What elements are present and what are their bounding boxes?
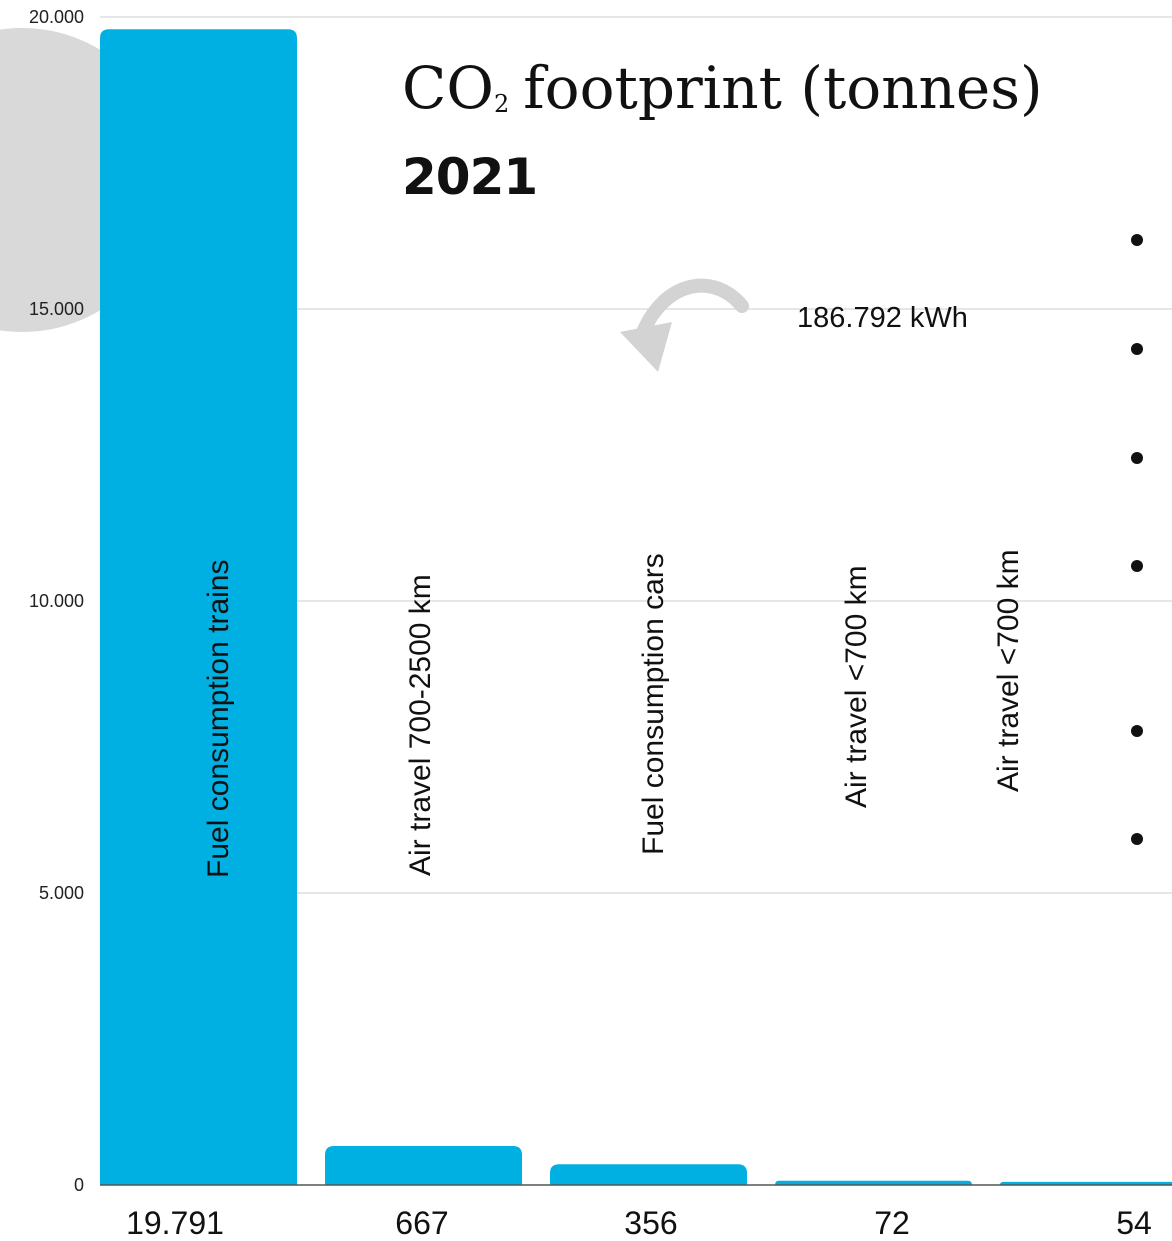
value-label: 72	[874, 1205, 910, 1241]
y-tick-label: 15.000	[29, 299, 84, 319]
curved-arrow-icon	[620, 278, 749, 372]
category-labels: Fuel consumption trains Air travel 700-25…	[202, 549, 1025, 878]
bullet-dot	[1131, 560, 1143, 572]
category-label: Air travel 700-2500 km	[404, 574, 437, 876]
bar	[325, 1146, 522, 1185]
bullet-points	[1131, 234, 1143, 845]
y-tick-label: 10.000	[29, 591, 84, 611]
title-year: 2021	[402, 148, 538, 206]
value-labels: 19.791 667 356 72 54	[126, 1205, 1152, 1241]
title-rest: footprint (tonnes)	[523, 54, 1043, 122]
title-line: CO2 footprint (tonnes)	[402, 50, 1043, 142]
bar	[775, 1180, 972, 1185]
bars	[100, 29, 1172, 1186]
title-subscript: 2	[493, 90, 510, 118]
y-axis-tick-labels: 0 5.000 10.000 15.000 20.000	[29, 7, 84, 1195]
category-label: Fuel consumption cars	[637, 553, 670, 855]
annotation-kwh: 186.792 kWh	[797, 302, 968, 334]
value-label: 19.791	[126, 1205, 224, 1241]
category-label: Air travel <700 km	[840, 565, 873, 808]
bar	[100, 29, 297, 1186]
category-label: Fuel consumption trains	[202, 560, 235, 879]
bullet-dot	[1131, 833, 1143, 845]
y-tick-label: 5.000	[39, 883, 84, 903]
value-label: 54	[1116, 1205, 1152, 1241]
title-co: CO	[402, 54, 494, 122]
y-tick-label: 0	[74, 1175, 84, 1195]
y-tick-label: 20.000	[29, 7, 84, 27]
bar	[550, 1164, 747, 1185]
bar	[1000, 1181, 1172, 1185]
bullet-dot	[1131, 234, 1143, 246]
category-label: Air travel <700 km	[992, 549, 1025, 792]
value-label: 356	[624, 1205, 677, 1241]
value-label: 667	[395, 1205, 448, 1241]
chart-title: CO2 footprint (tonnes) 2021	[402, 50, 1043, 212]
bullet-dot	[1131, 343, 1143, 355]
bullet-dot	[1131, 725, 1143, 737]
bullet-dot	[1131, 452, 1143, 464]
